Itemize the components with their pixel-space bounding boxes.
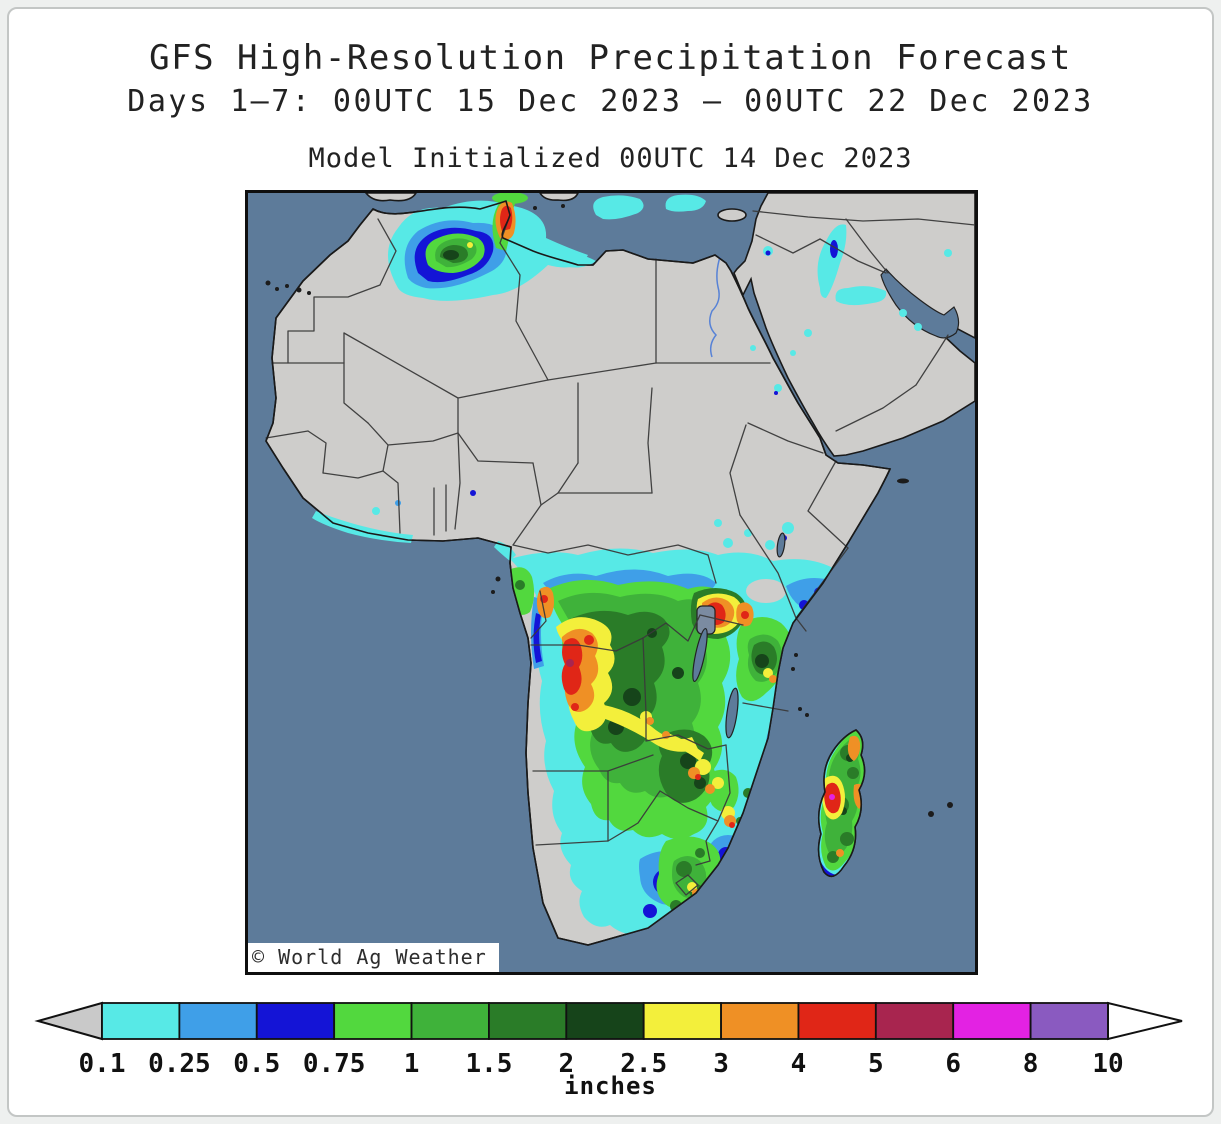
colorbar-tick-label: 0.25 xyxy=(148,1049,211,1079)
colorbar-tick-label: 0.1 xyxy=(79,1049,126,1079)
colorbar-segment-crimson xyxy=(874,1002,955,1040)
sicily-tip xyxy=(539,193,579,202)
precip-guinea-coast xyxy=(312,490,794,561)
forecast-period-subtitle: Days 1–7: 00UTC 15 Dec 2023 – 00UTC 22 D… xyxy=(127,84,1094,119)
lake-malawi xyxy=(725,687,739,739)
colorbar-segment-purple xyxy=(1029,1002,1109,1040)
colorbar-tick-label: 6 xyxy=(945,1049,961,1079)
map-svg xyxy=(248,193,975,972)
colorbar-segment-green3 xyxy=(488,1002,568,1040)
colorbar-tick-label: 2.5 xyxy=(620,1049,667,1079)
colorbar-segment-green2 xyxy=(410,1002,490,1040)
precip-northwest-africa xyxy=(388,193,596,301)
colorbar-segment-red xyxy=(797,1002,877,1040)
colorbar-tick-label: 1 xyxy=(404,1049,420,1079)
model-init-line: Model Initialized 00UTC 14 Dec 2023 xyxy=(308,143,913,174)
colorbar-segment-orange xyxy=(720,1002,800,1040)
colorbar-tick-label: 8 xyxy=(1023,1049,1039,1079)
nile-river xyxy=(709,256,721,358)
forecast-map: © World Ag Weather xyxy=(245,190,978,975)
colorbar-tick-label: 0.5 xyxy=(233,1049,280,1079)
colorbar-segment-green4 xyxy=(565,1002,645,1040)
watermark: © World Ag Weather xyxy=(248,943,499,972)
colorbar-tick-label: 5 xyxy=(868,1049,884,1079)
colorbar-segment-cyan xyxy=(101,1002,181,1040)
colorbar-segment-magenta xyxy=(952,1002,1032,1040)
cyprus-island xyxy=(717,208,747,222)
colorbar-tick-label: 1.5 xyxy=(465,1049,512,1079)
colorbar-tick-label: 0.75 xyxy=(303,1049,366,1079)
precip-middle-east xyxy=(593,194,952,395)
colorbar-unit-label: inches xyxy=(564,1072,657,1100)
country-borders xyxy=(265,210,975,896)
colorbar-below-min-arrow xyxy=(34,1001,103,1041)
colorbar-segment-blue xyxy=(255,1002,336,1040)
colorbar-segment-yellow xyxy=(642,1002,722,1040)
colorbar-above-max-arrow xyxy=(1107,1001,1183,1041)
colorbar-tick-label: 2 xyxy=(558,1049,574,1079)
colorbar-segment-skyblue xyxy=(178,1002,258,1040)
iberia-tip xyxy=(364,193,417,202)
colorbar-segment-green1 xyxy=(333,1002,413,1040)
colorbar-tick-label: 4 xyxy=(791,1049,807,1079)
lake-tanganyika xyxy=(692,627,708,683)
small-islands xyxy=(265,204,953,817)
page-title: GFS High-Resolution Precipitation Foreca… xyxy=(149,38,1072,78)
colorbar-tick-label: 10 xyxy=(1092,1049,1123,1079)
colorbar: 0.1 0.25 0.5 0.75 1 1.5 2 2.5 3 4 5 6 8 10 xyxy=(34,1001,1183,1079)
lake-turkana xyxy=(776,532,786,558)
colorbar-tick-label: 3 xyxy=(713,1049,729,1079)
persian-gulf xyxy=(880,268,960,339)
